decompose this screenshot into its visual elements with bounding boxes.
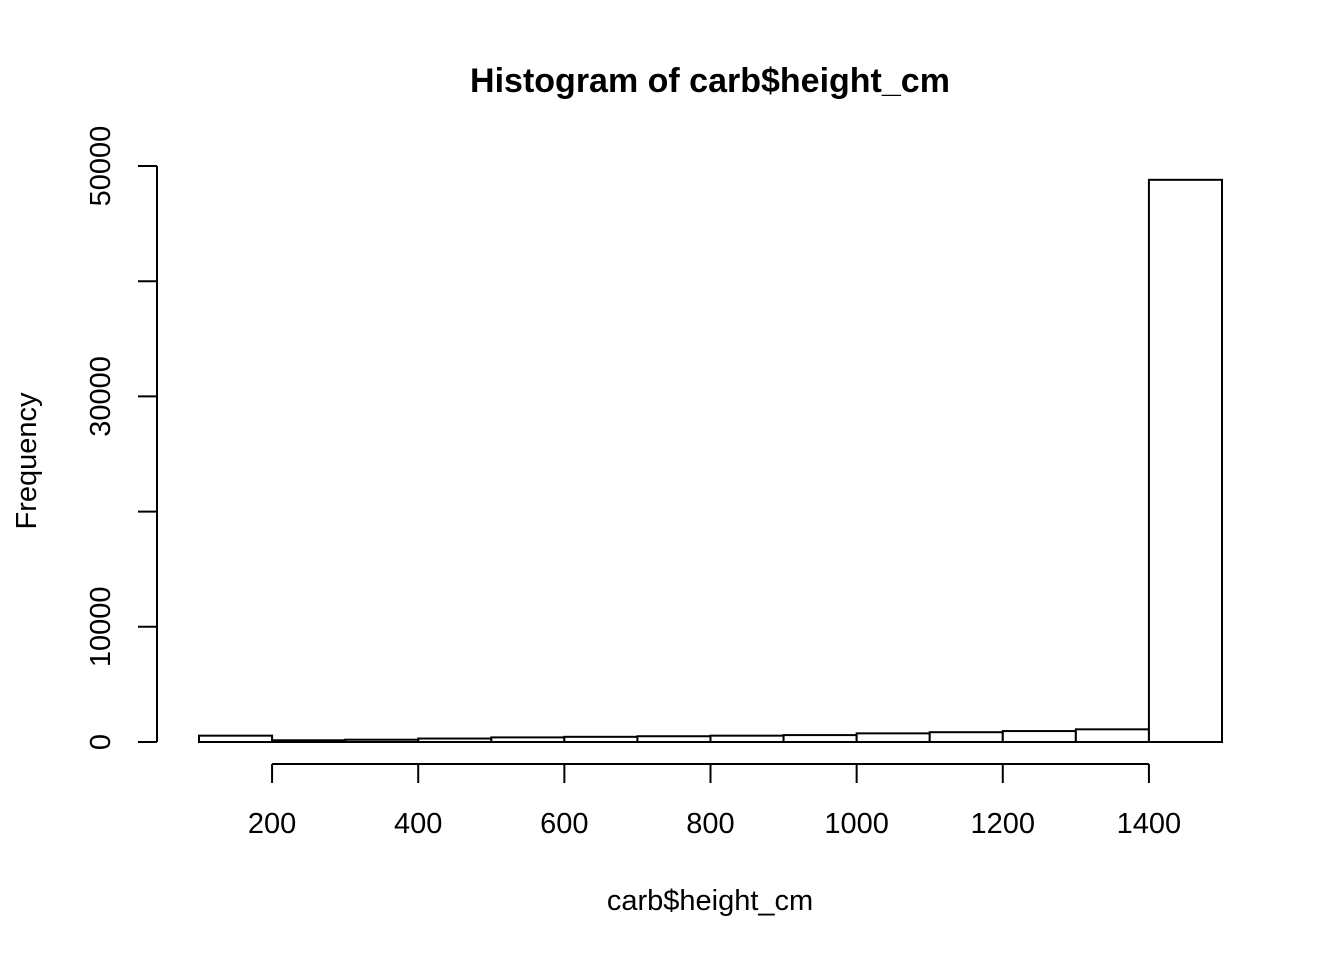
histogram-bar-12 — [1074, 728, 1150, 744]
histogram-bar-5 — [563, 735, 639, 743]
x-tick-label-0: 200 — [248, 808, 296, 840]
x-tick-label-5: 1200 — [971, 808, 1036, 840]
histogram-bar-11 — [1001, 730, 1077, 744]
histogram-bar-13 — [1147, 178, 1224, 744]
x-tick-label-6: 1400 — [1117, 808, 1182, 840]
x-tick-label-1: 400 — [394, 808, 442, 840]
histogram-bar-3 — [417, 737, 493, 744]
y-tick-label-1: 10000 — [85, 586, 117, 667]
histogram-bar-4 — [490, 736, 566, 744]
histogram-bar-8 — [782, 734, 858, 744]
histogram-bar-2 — [344, 738, 420, 743]
x-axis: 200 400 600 800 1000 1200 1400 — [248, 763, 1182, 840]
chart-title: Histogram of carb$height_cm — [470, 62, 950, 100]
x-tick-label-4: 1000 — [824, 808, 889, 840]
x-tick-label-3: 800 — [686, 808, 734, 840]
y-axis-label: Frequency — [11, 392, 43, 530]
y-tick-label-0: 0 — [85, 734, 117, 750]
y-axis: 0 10000 30000 50000 — [85, 126, 158, 750]
histogram-bar-9 — [855, 732, 931, 743]
y-tick-label-5: 50000 — [85, 126, 117, 207]
y-tick-label-3: 30000 — [85, 356, 117, 437]
x-axis-label: carb$height_cm — [607, 885, 813, 917]
bars-group — [198, 178, 1224, 744]
histogram-bar-10 — [928, 731, 1004, 744]
histogram-bar-6 — [636, 735, 712, 743]
histogram-bar-0 — [198, 734, 274, 744]
histogram-bar-1 — [271, 739, 347, 743]
x-tick-label-2: 600 — [540, 808, 588, 840]
histogram-bar-7 — [709, 734, 785, 744]
